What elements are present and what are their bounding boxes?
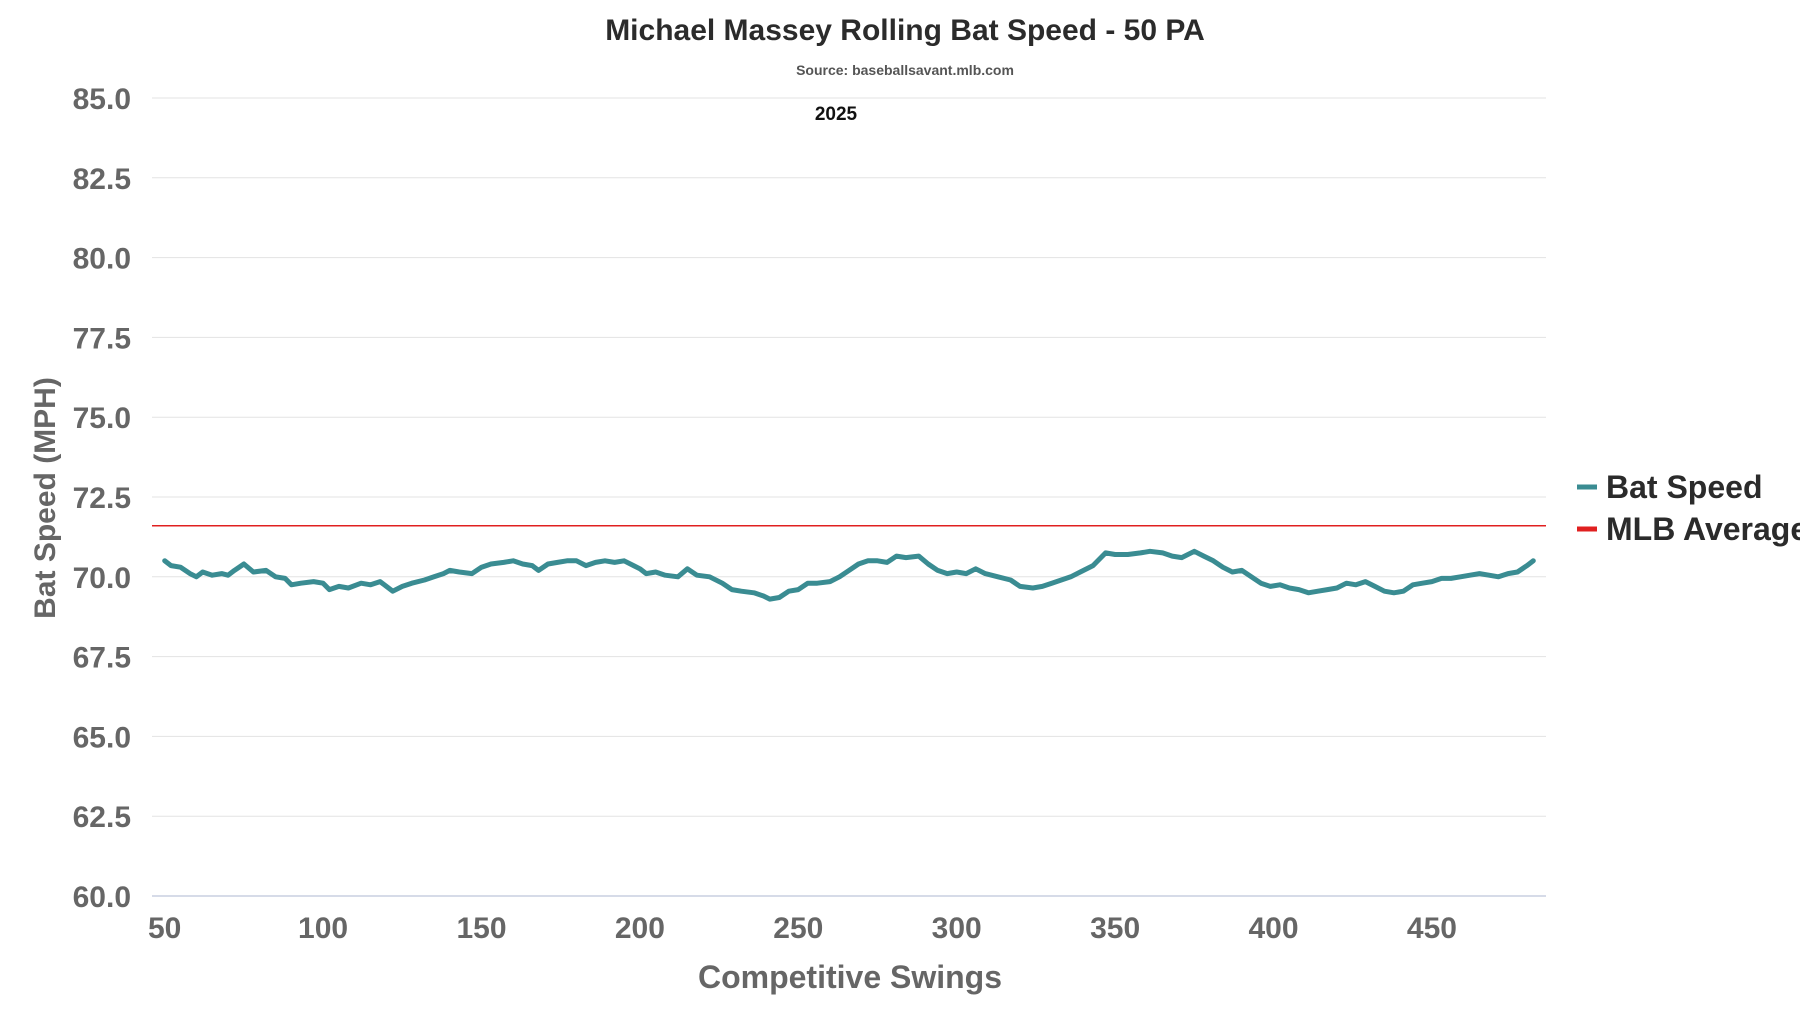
x-tick-label-8: 450 xyxy=(1407,912,1457,945)
x-tick-label-1: 100 xyxy=(298,912,348,945)
y-tick-label-2: 65.0 xyxy=(73,721,131,754)
y-axis-ticks: 60.0 62.5 65.0 67.5 70.0 72.5 75.0 77.5 80.0 82.5… xyxy=(73,83,131,914)
y-tick-label-6: 75.0 xyxy=(73,402,131,435)
legend-label-mlb-average: MLB Average xyxy=(1606,511,1800,547)
y-tick-label-9: 82.5 xyxy=(73,163,131,196)
x-tick-label-5: 300 xyxy=(932,912,982,945)
x-axis-title: Competitive Swings xyxy=(698,959,1002,995)
y-tick-label-10: 85.0 xyxy=(73,83,131,116)
y-axis-title: Bat Speed (MPH) xyxy=(29,377,62,619)
x-tick-label-6: 350 xyxy=(1090,912,1140,945)
chart-subtitle: Source: baseballsavant.mlb.com xyxy=(796,62,1014,78)
y-tick-label-7: 77.5 xyxy=(73,322,131,355)
legend: Bat Speed MLB Average xyxy=(1577,469,1800,547)
x-tick-label-7: 400 xyxy=(1249,912,1299,945)
x-tick-label-0: 50 xyxy=(148,912,181,945)
legend-label-bat-speed: Bat Speed xyxy=(1606,469,1762,505)
y-tick-label-5: 72.5 xyxy=(73,482,131,515)
y-tick-label-4: 70.0 xyxy=(73,562,131,595)
y-tick-label-3: 67.5 xyxy=(73,642,131,675)
series-layer xyxy=(152,524,1546,602)
y-tick-label-0: 60.0 xyxy=(73,881,131,914)
gridlines xyxy=(152,97,1546,897)
x-tick-label-2: 150 xyxy=(456,912,506,945)
year-annotation: 2025 xyxy=(815,104,858,125)
x-tick-label-3: 200 xyxy=(615,912,665,945)
y-tick-label-8: 80.0 xyxy=(73,243,131,276)
chart-title: Michael Massey Rolling Bat Speed - 50 PA xyxy=(605,14,1205,47)
legend-item-mlb-average[interactable]: MLB Average xyxy=(1577,511,1800,547)
y-tick-label-1: 62.5 xyxy=(73,801,131,834)
legend-item-bat-speed[interactable]: Bat Speed xyxy=(1577,469,1762,505)
x-axis-ticks: 50 100 150 200 250 300 350 400 450 xyxy=(148,912,1457,945)
x-tick-label-4: 250 xyxy=(773,912,823,945)
series-line-bat-speed xyxy=(162,548,1536,602)
